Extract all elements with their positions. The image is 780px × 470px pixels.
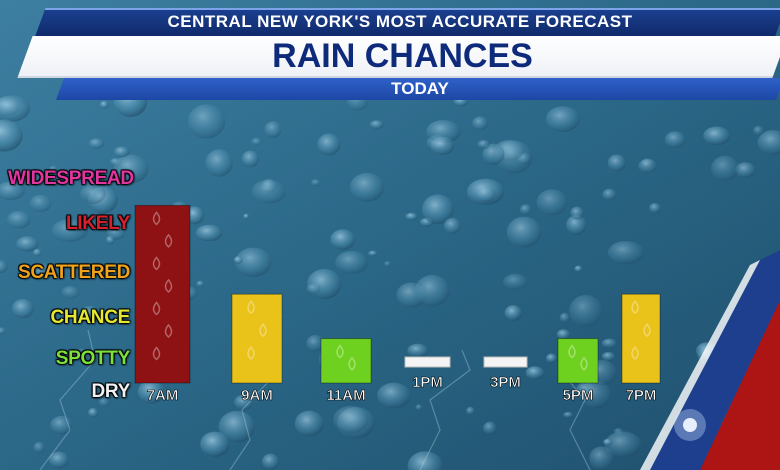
bar-drop-icon — [164, 233, 173, 248]
chart-subtitle: TODAY — [391, 79, 449, 98]
bar-drop-icon — [643, 322, 651, 338]
bar-drop-icon — [259, 322, 267, 338]
bar-7am — [134, 204, 191, 384]
bar-5pm — [557, 338, 599, 384]
tick-label-3pm: 3PM — [490, 374, 521, 391]
bar-drop-icon — [631, 300, 639, 315]
tick-label-1pm: 1PM — [412, 374, 443, 391]
tick-label-7pm: 7PM — [626, 387, 657, 404]
bar-drop-icon — [631, 345, 639, 361]
bar-drop-icon — [336, 344, 344, 359]
bar-drop-icon — [152, 211, 161, 226]
chart-title: RAIN CHANCES — [272, 37, 533, 75]
level-label-likely: LIKELY — [65, 213, 130, 234]
bar-drop-icon — [348, 356, 356, 371]
tick-label-5pm: 5PM — [563, 387, 594, 404]
level-label-widespread: WIDESPREAD — [8, 168, 134, 189]
bar-1pm — [404, 356, 451, 368]
tick-label-7am: 7AM — [147, 387, 179, 404]
bar-drop-icon — [152, 256, 161, 271]
bar-drop-icon — [568, 344, 576, 359]
tick-label-11am: 11AM — [326, 387, 365, 404]
bar-3pm — [483, 356, 528, 368]
bar-7pm — [621, 293, 661, 384]
level-label-spotty: SPOTTY — [55, 348, 131, 369]
bar-11am — [320, 338, 372, 384]
level-label-dry: DRY — [91, 381, 130, 402]
level-label-scattered: SCATTERED — [17, 262, 130, 283]
bar-drop-icon — [164, 278, 173, 293]
bar-drop-icon — [247, 300, 255, 315]
bar-9am — [231, 293, 283, 384]
station-tagline: CENTRAL NEW YORK'S MOST ACCURATE FORECAS… — [167, 12, 633, 31]
tick-label-9am: 9AM — [241, 387, 273, 404]
level-label-chance: CHANCE — [50, 307, 131, 328]
bar-drop-icon — [580, 356, 588, 371]
bar-drop-icon — [247, 345, 255, 361]
bar-drop-icon — [152, 301, 161, 316]
bar-drop-icon — [152, 346, 161, 361]
bar-drop-icon — [164, 323, 173, 338]
